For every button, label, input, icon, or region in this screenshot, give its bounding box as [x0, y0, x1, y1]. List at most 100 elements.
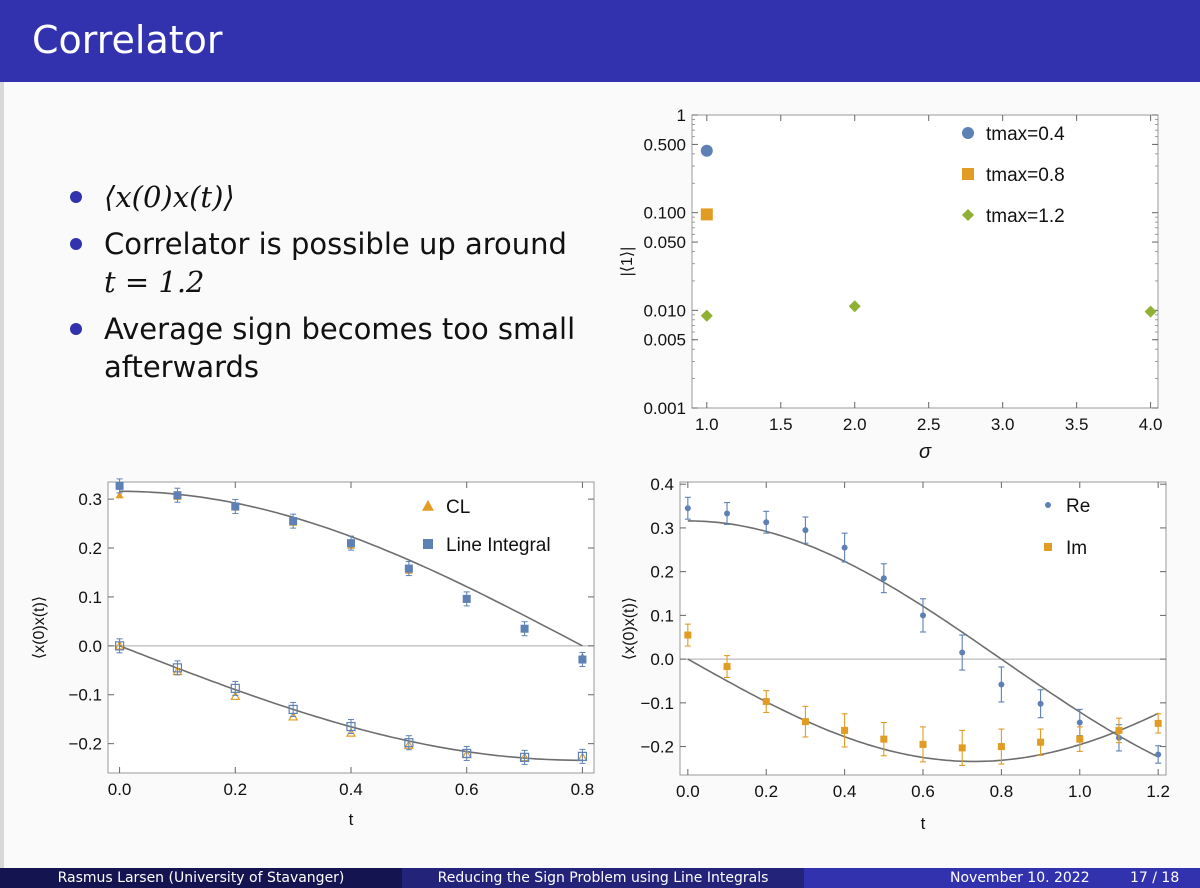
y-tick-label: 0.005 — [643, 331, 686, 350]
x-tick-label: 0.6 — [911, 782, 935, 801]
x-tick-label: 0.6 — [455, 780, 479, 799]
data-series — [684, 623, 1162, 766]
bullet-text: Correlator is possible up around — [104, 227, 567, 261]
x-tick-label: 0.0 — [676, 782, 700, 801]
data-point — [462, 748, 472, 759]
x-tick-label: 0.2 — [223, 780, 247, 799]
data-point — [920, 612, 926, 619]
data-series — [114, 638, 588, 765]
legend-item: Re — [1045, 496, 1090, 517]
legend-marker — [422, 500, 434, 511]
data-point — [684, 505, 691, 512]
data-point — [880, 575, 887, 582]
data-point — [880, 735, 888, 743]
y-tick-label: −0.2 — [68, 735, 102, 754]
x-tick-label: 0.4 — [339, 780, 363, 799]
data-point — [1144, 305, 1157, 318]
legend-label: CL — [446, 497, 470, 518]
y-tick-label: 1 — [677, 106, 686, 125]
data-point — [404, 564, 413, 573]
y-tick-label: 0.2 — [650, 563, 674, 582]
x-tick-label: 0.8 — [990, 782, 1014, 801]
bullet-dot-icon — [70, 191, 82, 203]
y-tick-label: 0.050 — [643, 233, 686, 252]
y-tick-label: 0.0 — [650, 650, 674, 669]
data-point — [998, 681, 1005, 688]
y-tick-label: 0.3 — [78, 490, 102, 509]
data-point — [289, 517, 298, 526]
legend-label: tmax=0.8 — [986, 165, 1065, 186]
data-point — [288, 704, 298, 715]
y-axis-label: ⟨x(0)x(t)⟩ — [621, 597, 638, 660]
data-point — [700, 309, 713, 322]
legend-item: CL — [422, 497, 470, 518]
average-sign-chart: 1.0 1.5 2.0 2.5 3.0 3.5 4.0 1 0.500 0.100 0.050 0.0… — [619, 106, 1163, 463]
data-series — [700, 208, 713, 221]
legend-marker — [1045, 502, 1051, 508]
data-point — [801, 718, 809, 726]
footer-date: November 10. 2022 — [950, 870, 1090, 886]
correlator-cl-chart: 0.0 0.2 0.4 0.6 0.8 0.3 0.2 0.1 0.0 −0.1 −0.2 t ⟨x(0… — [31, 478, 595, 829]
data-point — [115, 491, 124, 499]
slide-header: Correlator — [0, 0, 1200, 82]
x-tick-label: 3.0 — [991, 415, 1015, 434]
data-point — [841, 544, 848, 551]
data-series — [684, 496, 1162, 764]
data-point — [231, 502, 240, 511]
data-point — [841, 726, 849, 734]
data-point — [230, 683, 240, 693]
x-tick-label: 4.0 — [1139, 415, 1163, 434]
legend-label: tmax=0.4 — [986, 124, 1065, 145]
legend-label: Im — [1066, 538, 1087, 559]
footer-author: Rasmus Larsen (University of Stavanger) — [0, 868, 402, 888]
data-point — [346, 721, 356, 732]
data-point — [577, 751, 588, 761]
footer-page-number: 17 / 18 — [1130, 870, 1180, 886]
data-point — [763, 519, 770, 526]
x-axis-label: t — [921, 814, 926, 833]
data-point — [724, 510, 731, 517]
data-point — [519, 752, 530, 762]
data-point — [115, 481, 124, 490]
legend-marker — [1044, 543, 1052, 551]
data-point — [173, 491, 182, 500]
data-series — [700, 300, 1157, 322]
data-point — [1037, 738, 1045, 746]
data-point — [684, 631, 692, 639]
legend-item: tmax=0.8 — [962, 165, 1065, 186]
x-axis-label: t — [349, 810, 354, 829]
y-tick-label: −0.2 — [640, 738, 674, 757]
legend-label: Re — [1066, 496, 1090, 517]
y-tick-label: 0.001 — [643, 399, 686, 418]
bullet-dot-icon — [70, 238, 82, 250]
y-tick-label: 0.500 — [643, 135, 686, 154]
data-point — [1076, 735, 1084, 743]
data-point — [723, 663, 731, 671]
data-point — [802, 527, 809, 534]
x-tick-label: 1.0 — [695, 415, 719, 434]
data-point — [172, 663, 183, 673]
side-strip — [0, 82, 4, 868]
y-tick-label: 0.100 — [643, 204, 686, 223]
legend-item: tmax=0.4 — [962, 124, 1065, 145]
bullet-text: Average sign becomes too small afterward… — [104, 312, 576, 384]
data-series — [115, 478, 587, 668]
y-tick-label: 0.0 — [78, 637, 102, 656]
y-tick-label: 0.4 — [650, 475, 674, 494]
y-axis-label: ⟨x(0)x(t)⟩ — [31, 596, 48, 659]
x-tick-label: 2.0 — [843, 415, 867, 434]
footer-info: November 10. 2022 17 / 18 — [804, 868, 1200, 888]
legend-item: Line Integral — [423, 535, 551, 556]
bullet-item: Correlator is possible up around t = 1.2 — [70, 225, 590, 301]
x-axis-label: σ — [919, 441, 932, 463]
data-point — [1037, 700, 1044, 707]
legend-item: tmax=1.2 — [962, 206, 1065, 227]
data-point — [462, 594, 471, 603]
bullet-dot-icon — [70, 323, 82, 335]
y-tick-label: 0.010 — [643, 301, 686, 320]
data-point — [1115, 726, 1123, 734]
legend-label: Line Integral — [446, 535, 551, 556]
legend-marker — [423, 539, 433, 549]
data-point — [347, 539, 355, 548]
x-tick-label: 0.2 — [754, 782, 778, 801]
